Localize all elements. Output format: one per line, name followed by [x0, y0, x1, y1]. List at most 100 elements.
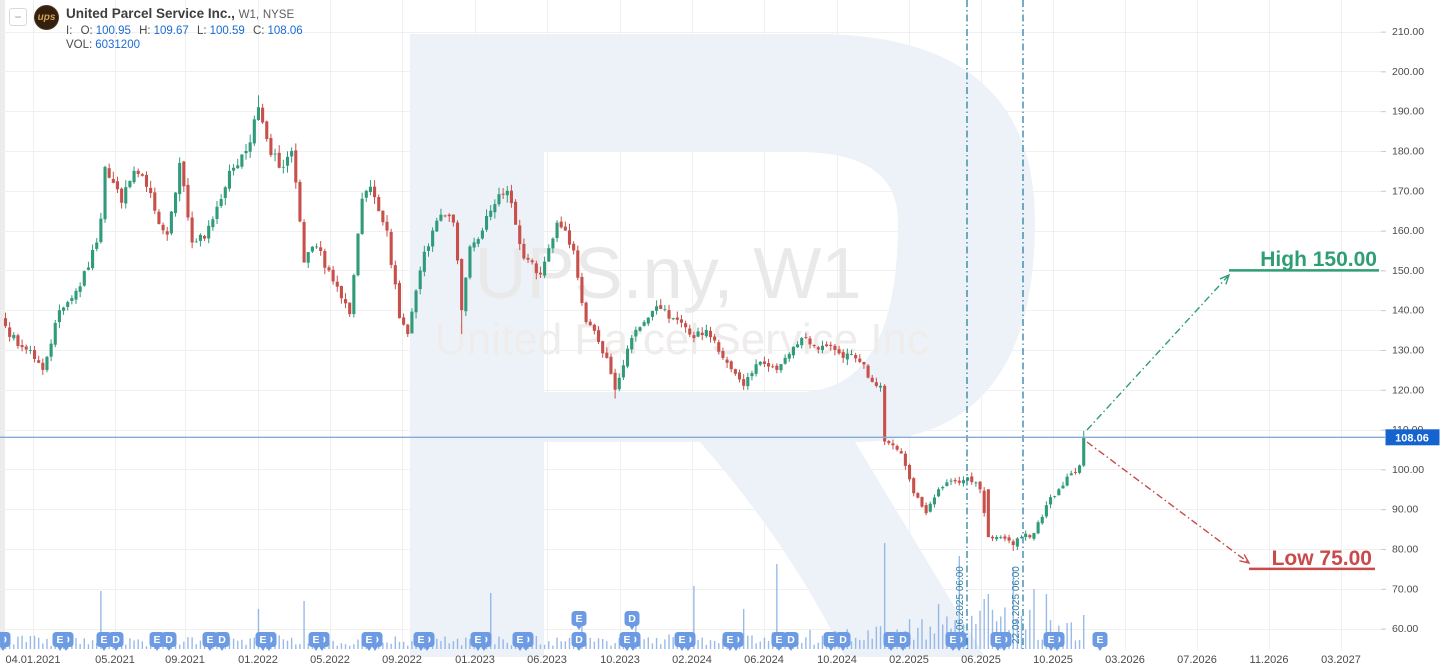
earnings-marker[interactable]: E	[308, 632, 324, 651]
dividend-marker[interactable]: D	[783, 632, 799, 651]
candle	[650, 310, 654, 321]
vertical-date-line[interactable]: 16.06.2025 06:00	[955, 0, 968, 649]
svg-text:E: E	[417, 634, 424, 646]
date-axis-label: 05.2022	[310, 654, 350, 666]
earnings-marker[interactable]: E	[771, 632, 787, 651]
volume-bar	[274, 644, 276, 649]
dividend-marker[interactable]: D	[624, 611, 640, 630]
earnings-marker[interactable]: E	[96, 632, 112, 651]
volume-bar	[958, 556, 961, 649]
earnings-marker[interactable]: E	[512, 632, 528, 651]
earnings-marker[interactable]: E	[149, 632, 165, 651]
candle	[86, 261, 90, 271]
candle	[845, 348, 849, 366]
candle	[447, 213, 451, 222]
earnings-marker[interactable]: E	[674, 632, 690, 651]
candle	[314, 243, 319, 249]
candle	[1082, 430, 1086, 468]
volume-bar	[1016, 618, 1019, 649]
volume-bar	[133, 640, 135, 649]
volume-bar	[585, 643, 587, 649]
candle	[493, 199, 497, 219]
forecast-low-arrow[interactable]	[1086, 441, 1251, 565]
candle	[700, 327, 704, 341]
price-axis-label: 150.00	[1392, 265, 1424, 277]
price-axis-label: 90.00	[1392, 504, 1418, 516]
current-price-tag[interactable]: 108.06	[1385, 429, 1440, 446]
candle	[655, 300, 659, 315]
volume-bar	[871, 638, 873, 649]
earnings-marker[interactable]: E	[52, 632, 68, 651]
candle	[194, 238, 198, 243]
candle	[945, 479, 949, 487]
earnings-marker[interactable]: E	[945, 632, 961, 651]
earnings-marker[interactable]: E	[361, 632, 377, 651]
volume-bar	[340, 643, 343, 649]
candle	[791, 346, 795, 359]
volume-bar	[460, 645, 463, 649]
earnings-marker[interactable]: E	[619, 632, 635, 651]
earnings-marker[interactable]: E	[990, 632, 1006, 651]
volume-bar	[1024, 629, 1027, 649]
volume-bar	[357, 639, 359, 649]
dividend-marker[interactable]: D	[571, 632, 587, 651]
candle	[866, 364, 870, 379]
earnings-marker[interactable]: E	[1092, 632, 1108, 651]
earnings-marker[interactable]: E	[722, 632, 738, 651]
candle	[684, 320, 688, 333]
svg-text:E: E	[887, 634, 894, 646]
earnings-marker[interactable]: E	[883, 632, 899, 651]
vertical-date-line[interactable]: 22.09.2025 06:00	[1011, 0, 1024, 649]
candle	[538, 266, 543, 278]
date-axis-label: 05.2021	[95, 654, 135, 666]
svg-text:E: E	[775, 634, 782, 646]
earnings-marker[interactable]: E	[823, 632, 839, 651]
candle	[435, 217, 439, 233]
candle	[555, 220, 559, 243]
candle	[57, 304, 61, 329]
candle	[733, 368, 737, 376]
candle	[1057, 488, 1061, 496]
forecast-high-arrow[interactable]	[1086, 273, 1231, 431]
candle	[534, 260, 538, 280]
svg-text:E: E	[153, 634, 160, 646]
volume-bar	[1041, 639, 1043, 649]
symbol-watermark: UPS.ny, W1	[475, 234, 862, 314]
candle	[173, 192, 178, 217]
candle	[277, 145, 281, 169]
dividend-marker[interactable]: D	[214, 632, 230, 651]
earnings-marker[interactable]: E	[571, 611, 587, 630]
volume-bar	[539, 644, 542, 649]
volume-bar	[183, 641, 185, 649]
volume-bar	[755, 643, 757, 649]
dividend-marker[interactable]: D	[895, 632, 911, 651]
earnings-marker[interactable]: E	[202, 632, 218, 651]
svg-text:D: D	[112, 634, 120, 646]
candle	[501, 188, 505, 199]
svg-text:E: E	[726, 634, 733, 646]
dividend-marker[interactable]: D	[161, 632, 177, 651]
candle	[708, 326, 713, 343]
date-axis-label: 07.2026	[1177, 654, 1217, 666]
candle	[970, 472, 974, 485]
forecast-low-label[interactable]: Low 75.00	[1272, 547, 1372, 570]
candle	[1061, 481, 1065, 489]
earnings-marker[interactable]: E	[0, 632, 5, 651]
dividend-marker[interactable]: D	[835, 632, 851, 651]
earnings-marker[interactable]: E	[255, 632, 271, 651]
candle	[236, 158, 240, 169]
earnings-marker[interactable]: E	[1043, 632, 1059, 651]
date-axis-label: 06.2023	[527, 654, 567, 666]
volume-bar	[813, 644, 815, 649]
earnings-marker[interactable]: E	[413, 632, 429, 651]
candle	[198, 233, 202, 247]
collapse-button[interactable]: −	[9, 8, 27, 26]
dividend-marker[interactable]: D	[108, 632, 124, 651]
candle	[767, 358, 771, 372]
volume-bar	[809, 629, 811, 649]
earnings-marker[interactable]: E	[470, 632, 486, 651]
candle	[592, 323, 596, 335]
forecast-high-label[interactable]: High 150.00	[1260, 248, 1377, 271]
